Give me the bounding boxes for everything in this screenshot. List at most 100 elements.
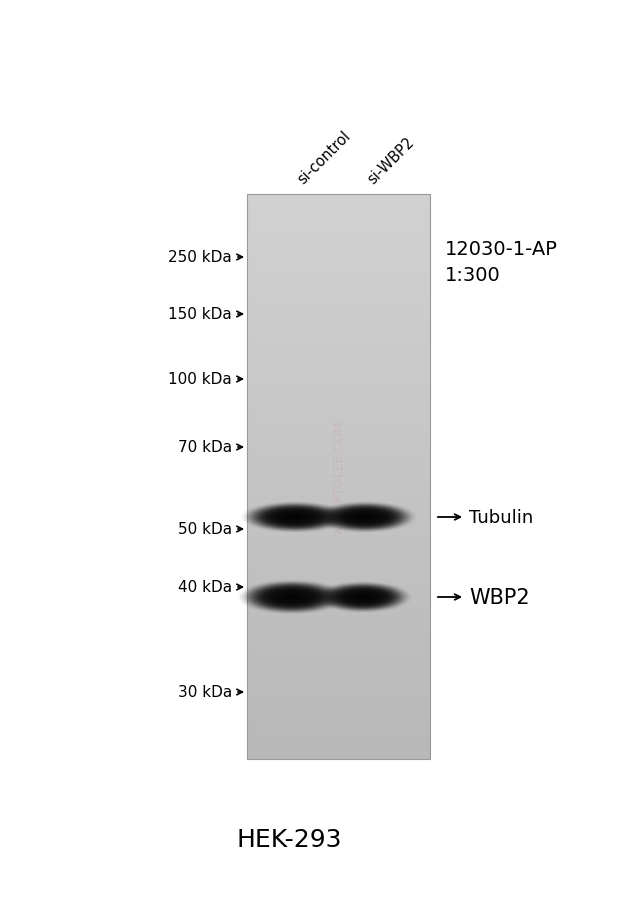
Ellipse shape (336, 588, 390, 606)
Bar (247, 370, 430, 372)
Bar (247, 225, 430, 226)
Bar (247, 299, 430, 301)
Bar (247, 575, 430, 577)
Ellipse shape (281, 594, 303, 601)
Bar (247, 678, 430, 681)
Bar (247, 363, 430, 364)
Bar (247, 244, 430, 246)
Bar (247, 685, 430, 686)
Bar (247, 394, 430, 396)
Bar (247, 711, 430, 713)
Bar (247, 550, 430, 552)
Bar (247, 257, 430, 259)
Ellipse shape (287, 515, 303, 520)
Bar (247, 580, 430, 582)
Bar (247, 437, 430, 439)
Bar (247, 525, 430, 527)
Bar (247, 587, 430, 589)
Text: Tubulin: Tubulin (469, 509, 533, 527)
Bar (247, 329, 430, 331)
Bar (247, 465, 430, 467)
Ellipse shape (289, 516, 301, 519)
Ellipse shape (284, 514, 306, 520)
Bar (247, 237, 430, 239)
Bar (247, 481, 430, 483)
Bar (247, 410, 430, 412)
Bar (247, 518, 430, 520)
Bar (247, 338, 430, 341)
Bar (247, 721, 430, 723)
Bar (247, 723, 430, 724)
Bar (247, 743, 430, 746)
Ellipse shape (243, 502, 347, 532)
Bar (247, 512, 430, 514)
Bar (247, 731, 430, 732)
Bar (247, 287, 430, 289)
Ellipse shape (281, 513, 309, 521)
Bar (247, 741, 430, 742)
Bar (247, 633, 430, 636)
Bar (247, 753, 430, 756)
Bar (247, 336, 430, 337)
Ellipse shape (248, 504, 342, 531)
Text: si-control: si-control (295, 128, 353, 187)
Bar (247, 412, 430, 414)
Bar (247, 640, 430, 642)
Bar (247, 557, 430, 559)
Bar (247, 572, 430, 574)
Bar (247, 755, 430, 757)
Bar (247, 513, 430, 516)
Ellipse shape (357, 515, 373, 520)
Text: 30 kDa: 30 kDa (178, 685, 232, 700)
Bar (247, 298, 430, 299)
Ellipse shape (286, 595, 298, 599)
Ellipse shape (248, 584, 336, 612)
Bar (247, 545, 430, 547)
Bar (247, 501, 430, 503)
Ellipse shape (316, 582, 410, 612)
Bar (247, 460, 430, 462)
Bar (247, 275, 430, 277)
Bar (247, 470, 430, 472)
Bar (247, 288, 430, 290)
Bar (247, 280, 430, 281)
Bar (247, 528, 430, 529)
Bar (247, 318, 430, 319)
Bar (247, 682, 430, 684)
Bar (247, 637, 430, 639)
Bar (247, 322, 430, 324)
Bar (247, 262, 430, 264)
Bar (247, 615, 430, 617)
Bar (247, 222, 430, 224)
Bar (247, 212, 430, 214)
Bar (247, 380, 430, 382)
Text: 250 kDa: 250 kDa (168, 250, 232, 265)
Bar (247, 362, 430, 364)
Bar (247, 216, 430, 218)
Bar (247, 233, 430, 235)
Bar (247, 455, 430, 456)
Bar (247, 368, 430, 370)
Bar (247, 381, 430, 383)
Bar (247, 672, 430, 674)
Bar (247, 443, 430, 445)
Bar (247, 313, 430, 315)
Bar (247, 665, 430, 667)
Ellipse shape (262, 588, 322, 607)
Bar (247, 357, 430, 359)
Ellipse shape (276, 592, 308, 603)
Bar (247, 622, 430, 624)
Bar (247, 326, 430, 328)
Bar (247, 220, 430, 222)
Bar (247, 670, 430, 672)
Bar (247, 585, 430, 587)
Bar (247, 638, 430, 640)
Bar (247, 395, 430, 397)
Bar (247, 652, 430, 654)
Ellipse shape (251, 584, 333, 611)
Bar (247, 387, 430, 389)
Bar (247, 232, 430, 234)
Bar (247, 242, 430, 244)
Bar (247, 614, 430, 616)
Ellipse shape (273, 591, 311, 603)
